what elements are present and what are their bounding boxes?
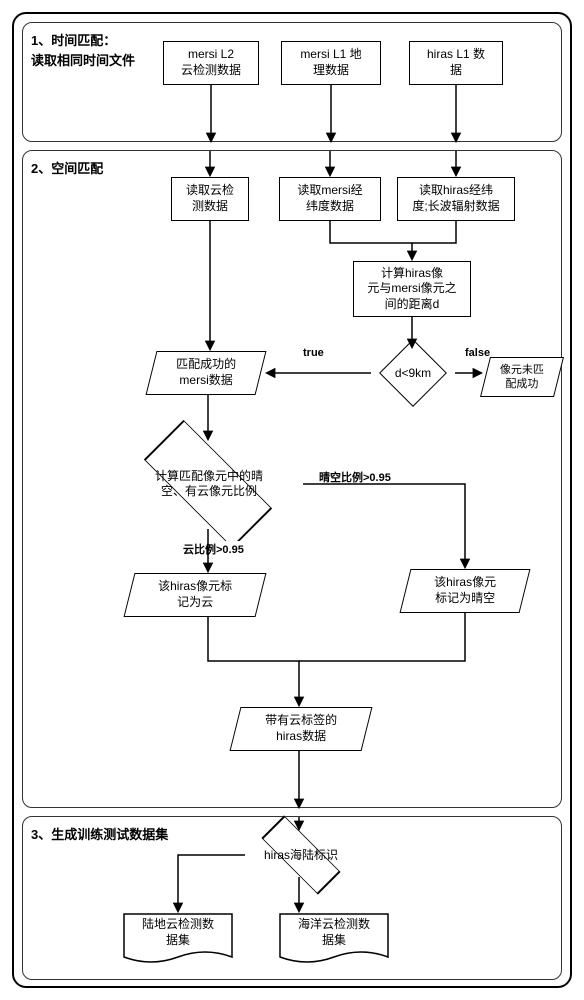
section-space-match: 2、空间匹配 读取云检 测数据 读取mersi经 纬度数据 读取hiras经纬 … <box>22 150 562 808</box>
section-time-match: 1、时间匹配： 读取相同时间文件 mersi L2 云检测数据 mersi L1… <box>22 22 562 142</box>
section-dataset-gen: 3、生成训练测试数据集 hiras海陆标识 陆地云检测数 据集 海洋云检测数 据… <box>22 816 562 980</box>
section1-arrows <box>23 23 563 143</box>
section3-arrows <box>23 817 563 981</box>
flowchart-container: 1、时间匹配： 读取相同时间文件 mersi L2 云检测数据 mersi L1… <box>12 12 572 988</box>
section2-arrows <box>23 151 563 809</box>
